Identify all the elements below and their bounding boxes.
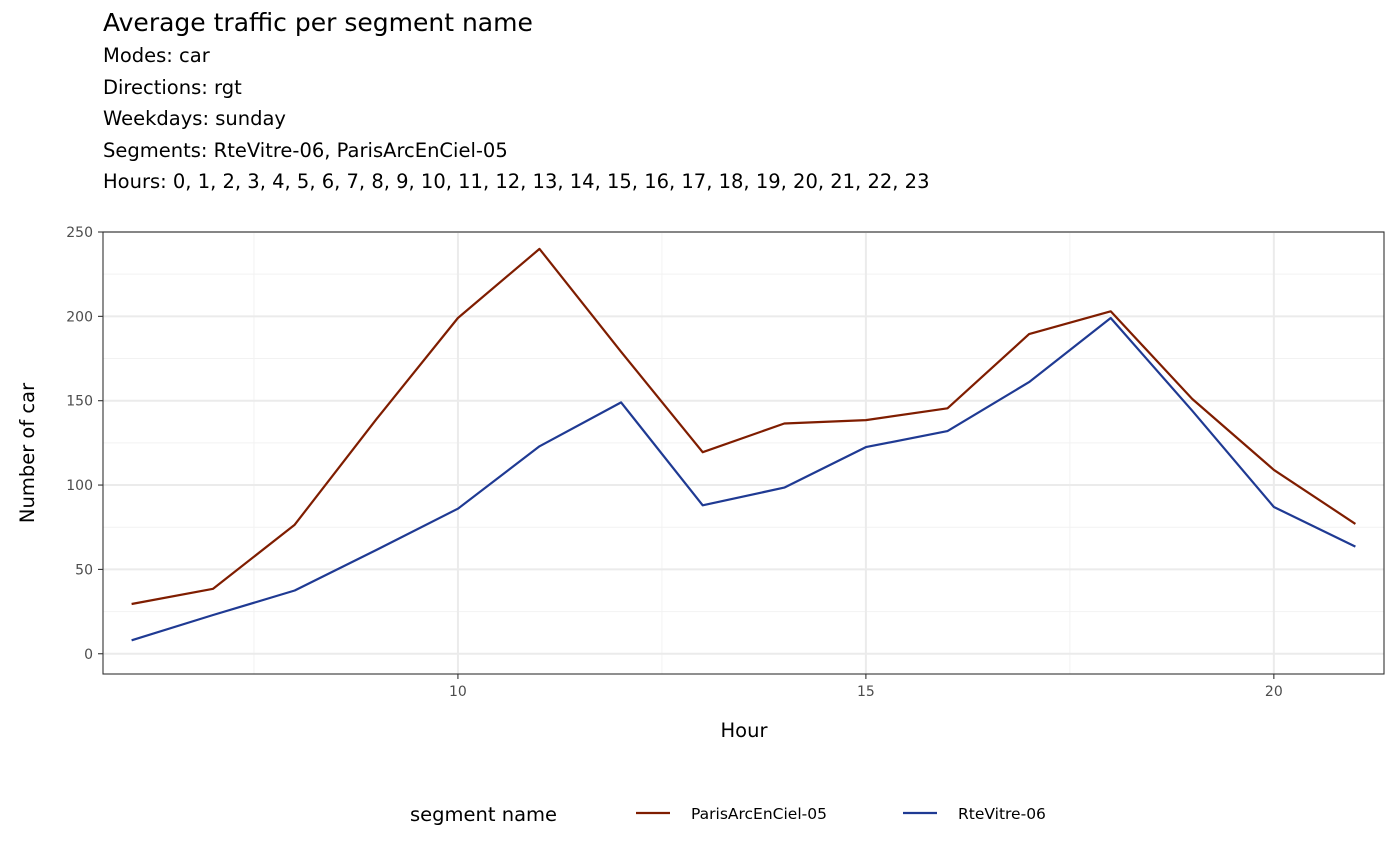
- y-tick-label: 250: [66, 225, 93, 241]
- y-axis-title: Number of car: [16, 382, 39, 523]
- chart-title: Average traffic per segment name: [103, 8, 533, 37]
- subtitle-weekdays: Weekdays: sunday: [103, 107, 286, 131]
- legend-title: segment name: [410, 803, 557, 826]
- subtitle-directions: Directions: rgt: [103, 75, 242, 99]
- x-axis-title: Hour: [721, 719, 769, 742]
- legend-label-ParisArcEnCiel-05: ParisArcEnCiel-05: [691, 805, 827, 823]
- x-tick-label: 10: [449, 684, 467, 700]
- series-lines: [131, 247, 1357, 642]
- subtitle-modes: Modes: car: [103, 44, 210, 67]
- subtitle-segments: Segments: RteVitre-06, ParisArcEnCiel-05: [103, 138, 508, 162]
- legend: segment name ParisArcEnCiel-05 RteVitre-0…: [410, 803, 1046, 826]
- subtitle-hours: Hours: 0, 1, 2, 3, 4, 5, 6, 7, 8, 9, 10,…: [103, 170, 930, 194]
- legend-label-RteVitre-06: RteVitre-06: [958, 805, 1046, 823]
- y-tick-label: 150: [66, 394, 93, 410]
- y-tick-label: 0: [84, 647, 93, 663]
- y-tick-label: 100: [66, 478, 93, 494]
- x-tick-label: 20: [1265, 684, 1283, 700]
- plot-panel: [103, 232, 1384, 674]
- y-axis: 0 50 100 150 200 250: [66, 225, 103, 663]
- grid-major: [103, 231, 1384, 674]
- x-tick-label: 15: [857, 684, 875, 700]
- y-tick-label: 50: [75, 562, 93, 578]
- chart-header: Average traffic per segment name Modes: …: [103, 6, 1383, 198]
- x-axis: 10 15 20: [449, 674, 1283, 700]
- y-tick-label: 200: [66, 309, 93, 325]
- plot-border: [102, 231, 1385, 675]
- series-line-ParisArcEnCiel-05: [131, 247, 1357, 606]
- series-line-RteVitre-06: [131, 316, 1356, 642]
